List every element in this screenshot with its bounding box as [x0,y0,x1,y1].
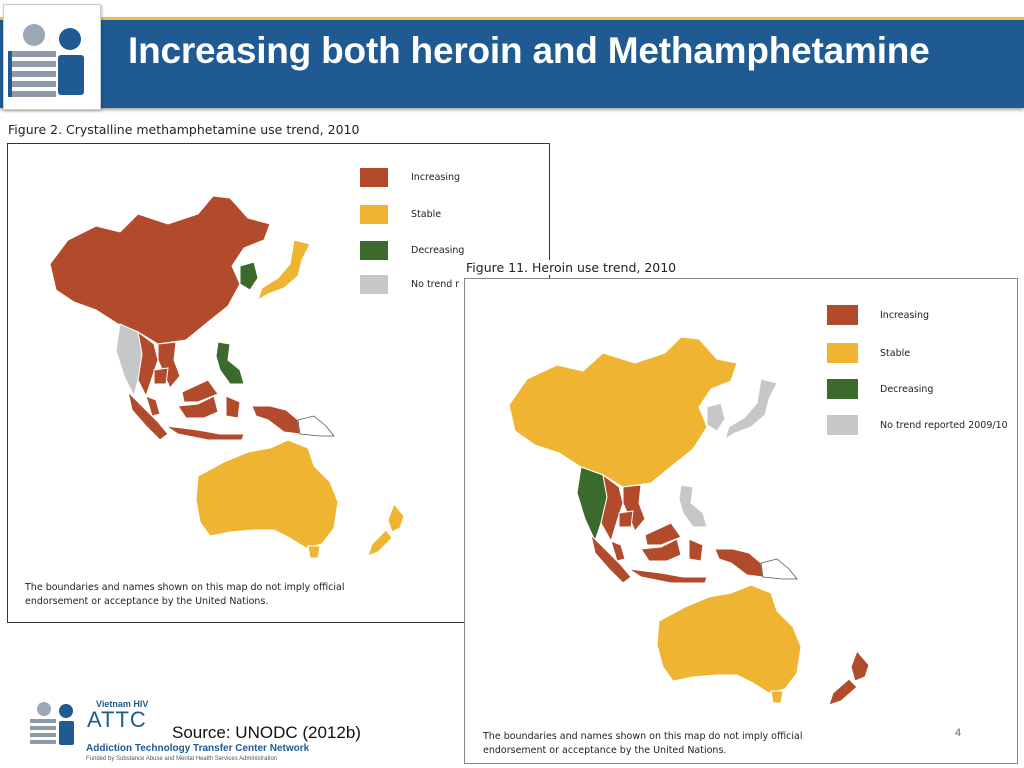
legend-item-increasing: Increasing [827,305,929,325]
legend-item-stable: Stable [360,205,441,224]
heroin-trend-map-svg [508,336,870,706]
region-china [508,336,738,488]
region-japan [724,378,778,441]
region-new-zealand [367,503,405,557]
meth-trend-map-svg [49,195,405,559]
region-philippines [215,341,245,385]
figure-11-caption: Figure 11. Heroin use trend, 2010 [464,260,679,275]
legend-swatch [827,379,858,399]
attc-logo [3,4,101,110]
region-philippines [678,484,708,528]
region-korea [239,261,259,291]
region-australia [195,439,339,549]
legend-item-decreasing: Decreasing [360,241,464,260]
legend-label: Decreasing [880,383,934,395]
region-australia [656,584,802,694]
region-vietnam [157,341,181,389]
attc-logo-icon [8,24,84,97]
region-china [49,195,271,345]
region-tasmania [307,545,321,559]
legend-swatch [827,305,858,325]
legend-label: Stable [411,209,442,220]
legend-swatch [360,205,388,224]
region-indonesia [590,533,764,584]
source-citation: Source: UNODC (2012b) [172,723,361,742]
attc-footer-logo [26,695,86,755]
legend-swatch [360,168,388,187]
legend-label: Decreasing [411,245,465,256]
region-cambodia [618,510,634,528]
footer-small-label: Vietnam HIV [96,699,149,709]
legend-item-no-trend: No trend r [360,275,459,294]
region-malaysia [610,522,682,562]
region-png [297,415,335,437]
footer-full-name: Addiction Technology Transfer Center Net… [86,743,310,754]
legend-swatch [360,241,388,260]
figure-2-caption: Figure 2. Crystalline methamphetamine us… [8,122,360,137]
region-malaysia [145,379,219,417]
legend-swatch [360,275,388,294]
region-thailand [600,473,624,543]
region-tasmania [770,690,784,704]
region-japan [257,239,311,302]
slide-header: Increasing both heroin and Methamphetami… [0,0,1024,110]
title-banner [0,17,1024,108]
legend-item-decreasing: Decreasing [827,379,933,399]
footer-acronym: ATTC [87,707,147,732]
region-vietnam [622,484,646,532]
legend-item-stable: Stable [827,343,910,363]
region-thailand [137,330,159,398]
legend-label: No trend r [411,279,460,290]
page-number: 4 [955,727,962,739]
region-indonesia [127,390,301,441]
legend-label: Stable [880,347,911,359]
map-disclaimer: The boundaries and names shown on this m… [25,582,345,607]
legend-swatch [827,343,858,363]
legend-item-increasing: Increasing [360,168,460,187]
legend-item-no-trend: No trend reported 2009/10 [827,415,1008,435]
legend-label: Increasing [411,172,461,183]
region-png [760,558,798,580]
region-korea [706,402,726,432]
region-new-zealand [828,650,870,706]
slide-title: Increasing both heroin and Methamphetami… [128,30,930,71]
region-cambodia [153,367,169,385]
heroin-trend-map: Increasing Stable Decreasing No trend re… [464,278,1018,764]
legend-label: Increasing [880,309,930,321]
footer-funding: Funded by Substance Abuse and Mental Hea… [86,756,278,762]
region-myanmar [576,466,608,543]
attc-footer-logo-icon [30,702,74,745]
legend-swatch [827,415,858,435]
meth-trend-map: Increasing Stable Decreasing No trend r … [7,143,550,623]
legend-label: No trend reported 2009/10 [880,419,1008,431]
map-disclaimer: The boundaries and names shown on this m… [483,731,803,756]
